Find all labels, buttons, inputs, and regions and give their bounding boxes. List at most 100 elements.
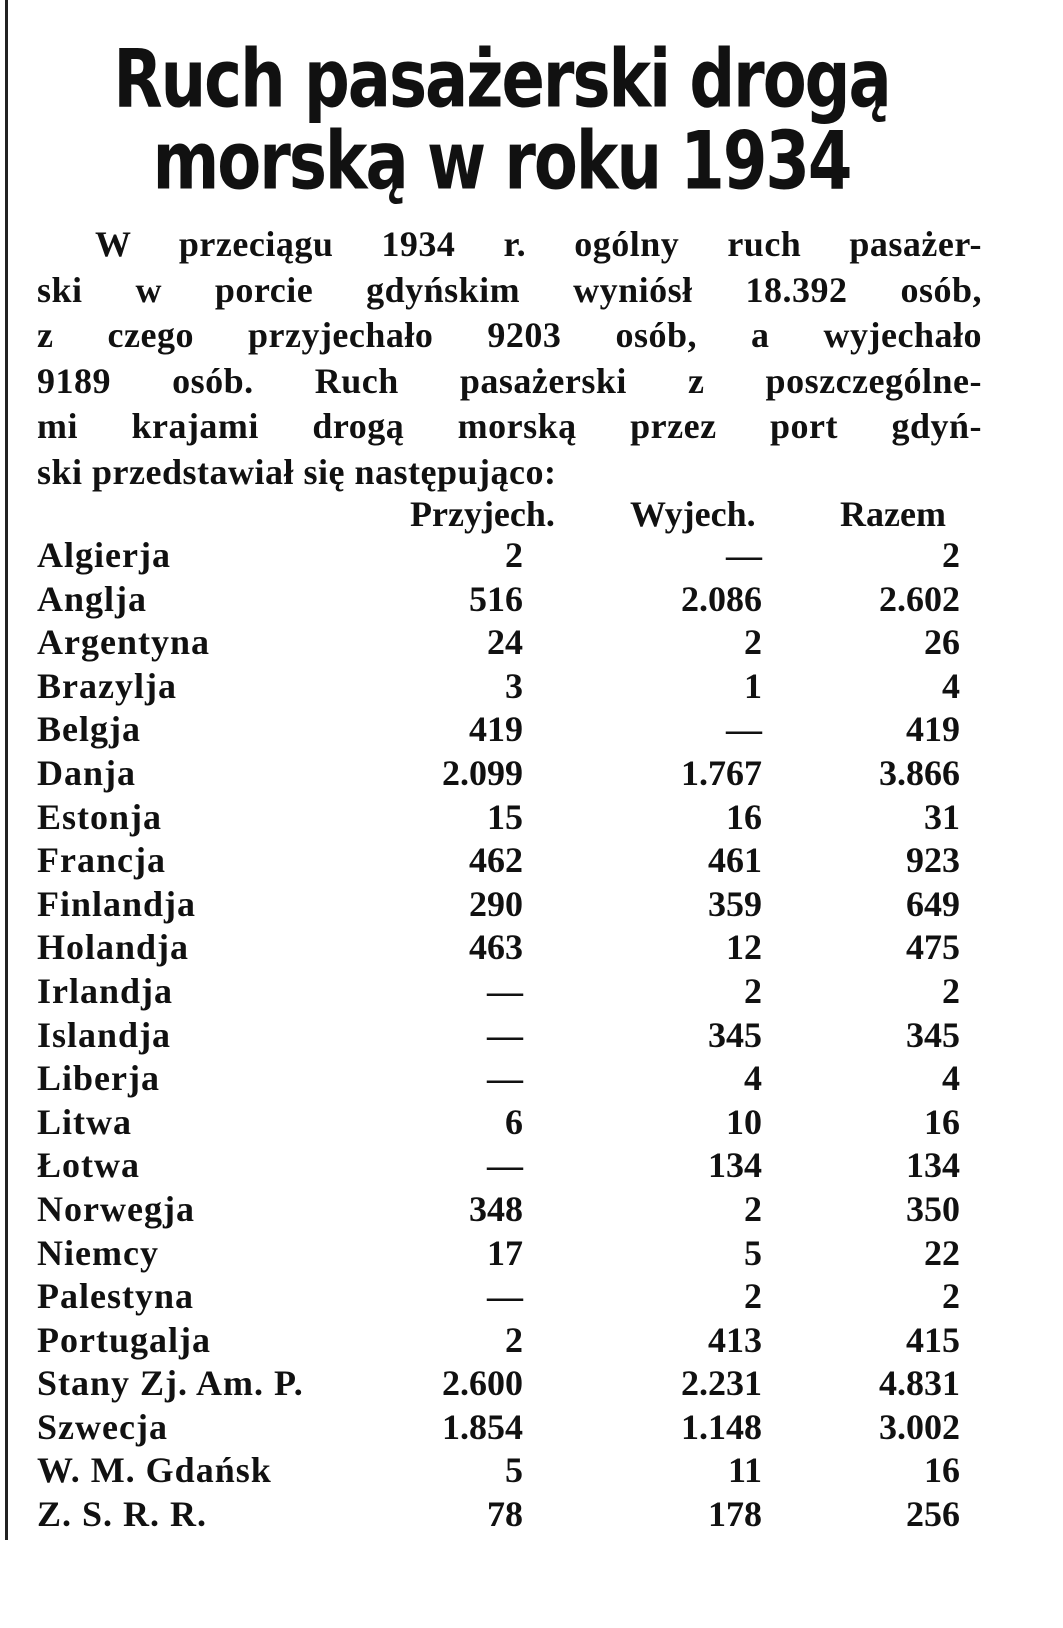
table-row: Francja 462 461 923 xyxy=(37,839,960,883)
departed-cell: 2.086 xyxy=(681,578,762,619)
body-line: ski w porcie gdyńskim wyniósł 18.392 osó… xyxy=(37,269,982,310)
table-row: Danja 2.099 1.767 3.866 xyxy=(37,752,960,796)
country-cell: Portugalja xyxy=(37,1319,211,1360)
table-row: Holandja 463 12 475 xyxy=(37,926,960,970)
departed-cell: 2.231 xyxy=(681,1363,762,1404)
total-cell: 16 xyxy=(924,1101,960,1142)
country-cell: Łotwa xyxy=(37,1145,140,1186)
arrived-cell: — xyxy=(487,1276,523,1317)
country-cell: Stany Zj. Am. P. xyxy=(37,1363,304,1404)
arrived-cell: 6 xyxy=(505,1101,523,1142)
arrived-cell: — xyxy=(487,1145,523,1186)
table-row: Algierja 2 — 2 xyxy=(37,534,960,578)
table-row: Litwa 6 10 16 xyxy=(37,1101,960,1145)
total-cell: 4 xyxy=(942,665,960,706)
total-cell: 345 xyxy=(906,1014,960,1055)
country-cell: Algierja xyxy=(37,535,171,575)
total-cell: 419 xyxy=(906,709,960,750)
departed-cell: 10 xyxy=(726,1101,762,1142)
header-arrived: Przyjech. xyxy=(410,494,555,534)
departed-cell: — xyxy=(726,709,762,750)
body-line: W przeciągu 1934 r. ogólny ruch pasażer- xyxy=(95,224,982,264)
total-cell: 415 xyxy=(906,1319,960,1360)
arrived-cell: 463 xyxy=(469,927,523,968)
departed-cell: 359 xyxy=(708,883,762,924)
table-row: Palestyna — 2 2 xyxy=(37,1275,960,1319)
column-rule xyxy=(5,0,8,1540)
country-cell: Estonja xyxy=(37,796,163,837)
country-cell: Finlandja xyxy=(37,883,197,924)
departed-cell: 5 xyxy=(744,1232,762,1273)
departed-cell: 4 xyxy=(744,1058,762,1099)
departed-cell: 2 xyxy=(744,1276,762,1317)
total-cell: 4 xyxy=(942,1058,960,1099)
arrived-cell: — xyxy=(487,1058,523,1099)
arrived-cell: 419 xyxy=(469,709,523,750)
headline-line-2: morską w roku 1934 xyxy=(152,115,853,209)
arrived-cell: 24 xyxy=(487,622,523,663)
body-line: ski przedstawiał się następująco: xyxy=(37,451,557,492)
total-cell: 16 xyxy=(924,1450,960,1491)
country-cell: Brazylja xyxy=(37,665,177,706)
headline-line-1: Ruch pasażerski drogą xyxy=(113,33,891,127)
departed-cell: 178 xyxy=(708,1494,762,1535)
total-cell: 649 xyxy=(906,883,960,924)
table-row: Islandja — 345 345 xyxy=(37,1014,960,1058)
total-cell: 350 xyxy=(906,1188,960,1229)
arrived-cell: 5 xyxy=(505,1450,523,1491)
arrived-cell: 290 xyxy=(469,883,523,924)
arrived-cell: — xyxy=(487,1014,523,1055)
total-cell: 4.831 xyxy=(879,1363,960,1404)
departed-cell: 461 xyxy=(708,840,762,881)
table-row: Łotwa — 134 134 xyxy=(37,1144,960,1188)
departed-cell: 413 xyxy=(708,1319,762,1360)
departed-cell: — xyxy=(726,535,762,575)
arrived-cell: 2.099 xyxy=(442,752,523,793)
total-cell: 2.602 xyxy=(879,578,960,619)
departed-cell: 345 xyxy=(708,1014,762,1055)
table-row: Liberja — 4 4 xyxy=(37,1057,960,1101)
arrived-cell: 78 xyxy=(487,1494,523,1535)
country-cell: Szwecja xyxy=(37,1406,168,1447)
arrived-cell: — xyxy=(487,970,523,1011)
body-line: z czego przyjechało 9203 osób, a wyjecha… xyxy=(37,315,982,355)
total-cell: 22 xyxy=(924,1232,960,1273)
arrived-cell: 15 xyxy=(487,796,523,837)
departed-cell: 1.148 xyxy=(681,1406,762,1447)
total-cell: 134 xyxy=(906,1145,960,1186)
country-cell: Litwa xyxy=(37,1101,132,1142)
passenger-table: Algierja 2—2 Anglja 516 2.086 2.602 Argentyna 2… xyxy=(37,534,960,1537)
table-row: W. M. Gdańsk 5 11 16 xyxy=(37,1449,960,1493)
table-row: Niemcy 17 5 22 xyxy=(37,1232,960,1276)
country-cell: Belgja xyxy=(37,709,141,750)
body-line: mi krajami drogą morską przez port gdyń- xyxy=(37,406,982,446)
departed-cell: 2 xyxy=(744,1188,762,1229)
country-cell: Niemcy xyxy=(37,1232,159,1273)
arrived-cell: 3 xyxy=(505,665,523,706)
table-row: Norwegja 348 2 350 xyxy=(37,1188,960,1232)
table-row: Stany Zj. Am. P. 2.600 2.231 4.831 xyxy=(37,1362,960,1406)
table-row: Portugalja 2 413 415 xyxy=(37,1319,960,1363)
arrived-cell: 516 xyxy=(469,578,523,619)
arrived-cell: 2 xyxy=(505,535,523,575)
table-row: Z. S. R. R. 78 178 256 xyxy=(37,1493,960,1537)
country-cell: W. M. Gdańsk xyxy=(37,1450,272,1491)
departed-cell: 134 xyxy=(708,1145,762,1186)
departed-cell: 12 xyxy=(726,927,762,968)
departed-cell: 2 xyxy=(744,970,762,1011)
country-cell: Holandja xyxy=(37,927,190,968)
country-cell: Anglja xyxy=(37,578,148,619)
country-cell: Irlandja xyxy=(37,970,174,1011)
country-cell: Palestyna xyxy=(37,1276,194,1317)
body-line: 9189 osób. Ruch pasażerski z poszczególn… xyxy=(37,360,982,401)
total-cell: 2 xyxy=(942,535,960,575)
departed-cell: 16 xyxy=(726,796,762,837)
departed-cell: 2 xyxy=(744,622,762,663)
table-row: Finlandja 290 359 649 xyxy=(37,883,960,927)
table-row: Estonja 15 16 31 xyxy=(37,796,960,840)
table-row: Irlandja — 2 2 xyxy=(37,970,960,1014)
table-row: Anglja 516 2.086 2.602 xyxy=(37,578,960,622)
article-body: W przeciągu 1934 r. ogólny ruch pasażer-… xyxy=(37,222,982,495)
total-cell: 923 xyxy=(906,840,960,881)
total-cell: 2 xyxy=(942,970,960,1011)
